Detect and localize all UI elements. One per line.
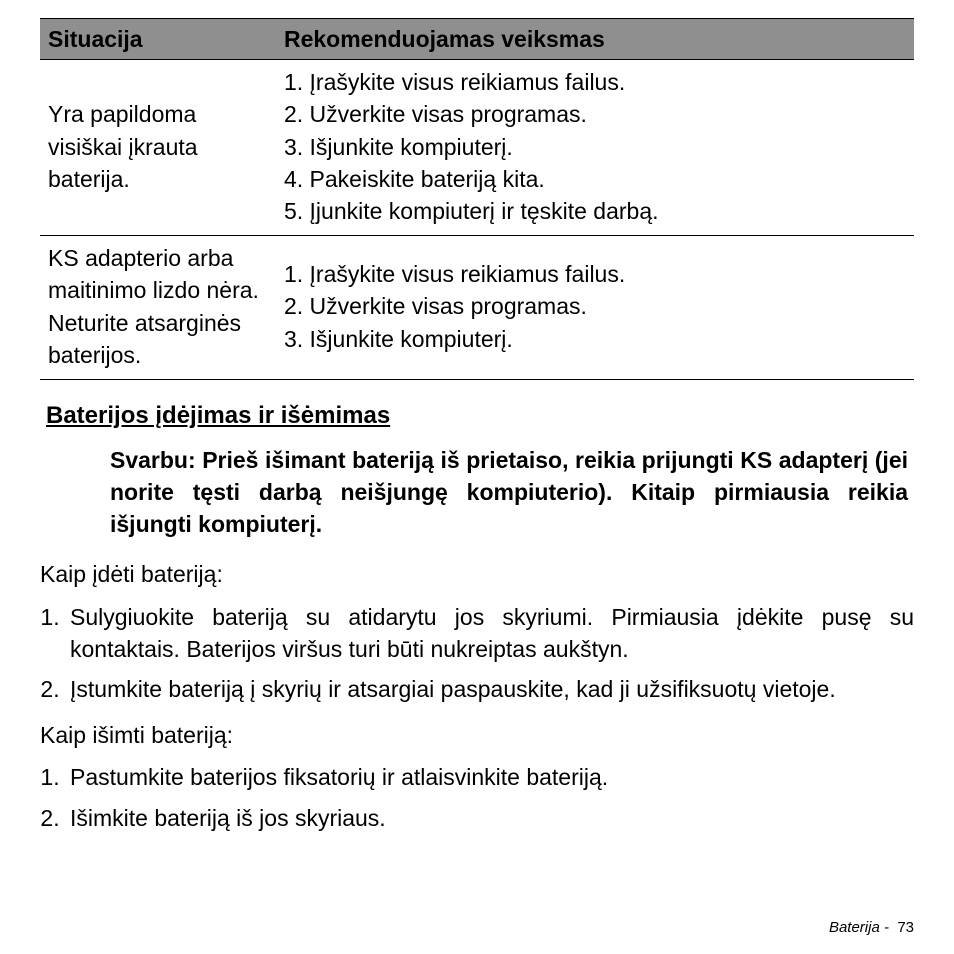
remove-title: Kaip išimti bateriją: (40, 719, 914, 751)
col-header-situation: Situacija (40, 19, 276, 60)
situation-cell: KS adapterio arba maitinimo lizdo nėra. … (40, 236, 276, 380)
document-page: Situacija Rekomenduojamas veiksmas Yra p… (0, 0, 954, 954)
table-row: Yra papildoma visiškai įkrauta baterija.… (40, 60, 914, 236)
action-step: 2. Užverkite visas programas. (284, 98, 906, 130)
footer-label: Baterija - (829, 919, 889, 936)
insert-title: Kaip įdėti bateriją: (40, 558, 914, 590)
list-item: Išimkite bateriją iš jos skyriaus. (66, 802, 914, 834)
action-step: 3. Išjunkite kompiuterį. (284, 323, 906, 355)
list-item: Pastumkite baterijos fiksatorių ir atlai… (66, 761, 914, 793)
page-footer: Baterija - 73 (829, 919, 914, 936)
col-header-action: Rekomenduojamas veiksmas (276, 19, 914, 60)
situation-cell: Yra papildoma visiškai įkrauta baterija. (40, 60, 276, 236)
action-cell: 1. Įrašykite visus reikiamus failus. 2. … (276, 236, 914, 380)
list-item: Sulygiuokite bateriją su atidarytu jos s… (66, 601, 914, 665)
table-row: KS adapterio arba maitinimo lizdo nėra. … (40, 236, 914, 380)
section-heading: Baterijos įdėjimas ir išėmimas (46, 402, 914, 430)
action-step: 5. Įjunkite kompiuterį ir tęskite darbą. (284, 195, 906, 227)
action-step: 1. Įrašykite visus reikiamus failus. (284, 258, 906, 290)
action-step: 1. Įrašykite visus reikiamus failus. (284, 66, 906, 98)
action-cell: 1. Įrašykite visus reikiamus failus. 2. … (276, 60, 914, 236)
page-number: 73 (897, 919, 914, 936)
remove-steps-list: Pastumkite baterijos fiksatorių ir atlai… (40, 761, 914, 833)
action-step: 4. Pakeiskite bateriją kita. (284, 163, 906, 195)
action-step: 2. Užverkite visas programas. (284, 290, 906, 322)
situation-table: Situacija Rekomenduojamas veiksmas Yra p… (40, 18, 914, 380)
action-step: 3. Išjunkite kompiuterį. (284, 131, 906, 163)
table-header-row: Situacija Rekomenduojamas veiksmas (40, 19, 914, 60)
insert-steps-list: Sulygiuokite bateriją su atidarytu jos s… (40, 601, 914, 706)
important-note: Svarbu: Prieš išimant bateriją iš prieta… (110, 444, 908, 541)
list-item: Įstumkite bateriją į skyrių ir atsargiai… (66, 673, 914, 705)
